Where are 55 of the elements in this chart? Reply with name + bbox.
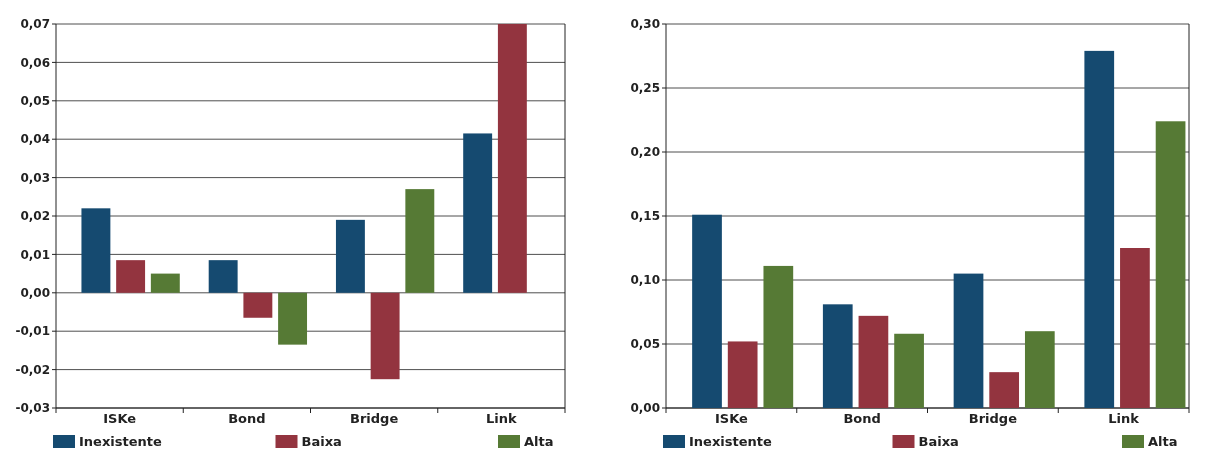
bar [150, 273, 180, 293]
bar [463, 133, 493, 293]
y-tick-label: 0,01 [20, 247, 50, 262]
bar [989, 372, 1020, 408]
legend-label: Alta [1148, 434, 1178, 449]
legend-label: Baixa [918, 434, 959, 449]
bar [727, 341, 758, 408]
x-tick-label: ISKe [714, 411, 748, 426]
x-tick-label: Bond [228, 411, 266, 426]
bar [81, 208, 111, 293]
legend-label: Inexistente [689, 434, 772, 449]
y-tick-label: 0,06 [20, 55, 50, 70]
bar [1084, 50, 1115, 408]
y-tick-label: 0,30 [630, 17, 660, 32]
bar [335, 219, 365, 293]
bar [243, 292, 273, 318]
y-tick-label: 0,20 [630, 145, 660, 160]
bar [822, 304, 853, 408]
y-tick-label: 0,00 [20, 286, 50, 300]
bar [1024, 331, 1055, 408]
y-tick-label: 0,02 [20, 209, 50, 224]
legend-label: Baixa [301, 434, 342, 449]
y-tick-label: 0,04 [20, 132, 50, 147]
bar [370, 292, 400, 380]
bar [953, 273, 984, 408]
x-tick-label: ISKe [103, 411, 137, 426]
x-tick-label: Bond [843, 411, 881, 426]
y-tick-label: 0,05 [630, 337, 660, 352]
x-tick-label: Link [486, 411, 518, 426]
y-tick-label: -0,02 [15, 362, 50, 377]
bar [1120, 248, 1150, 408]
y-tick-label: 0,15 [630, 209, 660, 224]
bar [1155, 121, 1186, 408]
x-tick-label: Bridge [350, 411, 399, 426]
y-tick-label: -0,03 [15, 401, 50, 416]
y-tick-label: 0,00 [630, 401, 660, 416]
y-tick-label: 0,10 [630, 273, 660, 288]
y-tick-label: -0,01 [15, 324, 50, 339]
y-tick-label: 0,25 [630, 81, 660, 96]
x-tick-label: Bridge [968, 411, 1018, 426]
y-tick-label: 0,05 [20, 94, 50, 108]
bar [692, 214, 722, 408]
bar [116, 260, 146, 293]
y-tick-label: 0,03 [20, 170, 50, 185]
bar [858, 315, 889, 408]
legend-label: Alta [524, 434, 554, 449]
legend-label: Inexistente [79, 434, 162, 449]
bar [405, 189, 435, 293]
bar [894, 333, 924, 408]
y-tick-label: 0,07 [20, 17, 50, 32]
x-tick-label: Link [1108, 411, 1140, 426]
bar [497, 24, 527, 293]
bar [278, 292, 308, 345]
bar [763, 265, 794, 408]
bar [208, 260, 238, 293]
